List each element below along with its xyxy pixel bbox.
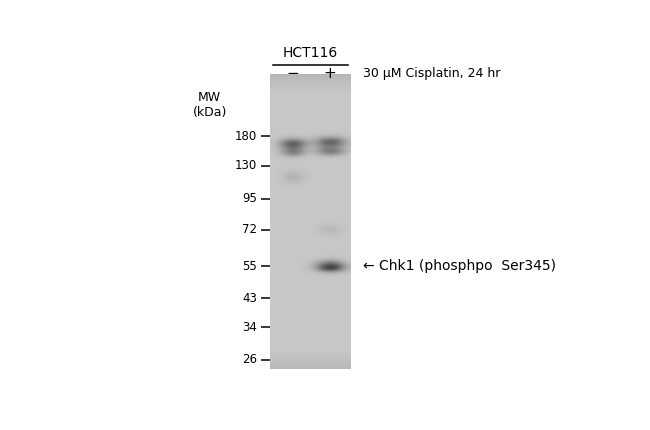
Text: −: − [287, 66, 299, 80]
Text: 95: 95 [242, 193, 257, 206]
Text: 43: 43 [242, 292, 257, 305]
Text: 180: 180 [235, 129, 257, 142]
Text: +: + [324, 66, 337, 80]
Text: 34: 34 [242, 321, 257, 334]
Text: HCT116: HCT116 [283, 46, 338, 60]
Text: MW: MW [198, 92, 221, 104]
Text: 55: 55 [242, 260, 257, 273]
Text: 26: 26 [242, 353, 257, 366]
Text: 72: 72 [242, 223, 257, 236]
Text: 30 μM Cisplatin, 24 hr: 30 μM Cisplatin, 24 hr [363, 67, 500, 80]
Text: (kDa): (kDa) [192, 106, 227, 120]
Text: 130: 130 [235, 160, 257, 172]
Text: ← Chk1 (phosphpo  Ser345): ← Chk1 (phosphpo Ser345) [363, 259, 556, 273]
